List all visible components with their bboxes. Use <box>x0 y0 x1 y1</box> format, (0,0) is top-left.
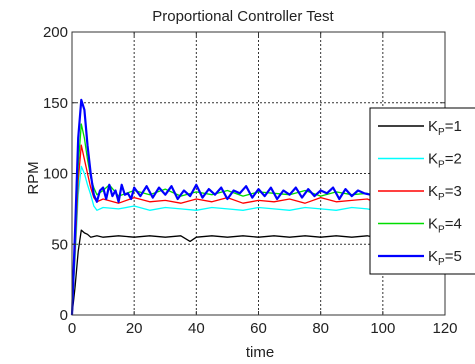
legend-label-kp2: KP=2 <box>428 151 462 171</box>
x-tick-label: 40 <box>188 320 205 337</box>
y-tick-label: 200 <box>43 24 68 41</box>
legend-label-suffix: =1 <box>445 118 462 135</box>
chart-title: Proportional Controller Test <box>152 8 334 25</box>
legend-label-kp5: KP=5 <box>428 248 462 268</box>
x-tick-label: 0 <box>68 320 76 337</box>
legend-label-sub: P <box>438 192 445 203</box>
series-layer <box>70 98 375 316</box>
legend: KP=1KP=2KP=3KP=4KP=5 <box>369 107 475 275</box>
legend-label-main: K <box>428 248 438 265</box>
y-axis-label: RPM <box>25 161 42 194</box>
legend-label-sub: P <box>438 160 445 171</box>
legend-label-main: K <box>428 151 438 168</box>
series-line-kp1 <box>71 229 374 316</box>
legend-label-main: K <box>428 118 438 135</box>
legend-label-suffix: =4 <box>445 216 462 233</box>
legend-label-main: K <box>428 183 438 200</box>
x-tick-label: 80 <box>312 320 329 337</box>
y-tick-label: 50 <box>51 236 68 253</box>
x-tick-label: 120 <box>432 320 457 337</box>
legend-label-suffix: =3 <box>445 183 462 200</box>
x-tick-label: 60 <box>250 320 267 337</box>
legend-label-suffix: =2 <box>445 151 462 168</box>
series-line-kp3 <box>71 144 374 316</box>
y-tick-label: 100 <box>43 166 68 183</box>
y-tick-label: 150 <box>43 95 68 112</box>
series-line-kp2 <box>71 165 374 316</box>
x-axis-label: time <box>246 344 274 361</box>
legend-label-sub: P <box>438 257 445 268</box>
y-tick-label: 0 <box>60 307 68 324</box>
legend-label-main: K <box>428 216 438 233</box>
legend-label-sub: P <box>438 225 445 236</box>
axis-ticks: 0 20 40 60 80 100 120 0 50 100 150 200 <box>43 24 458 337</box>
legend-label-sub: P <box>438 127 445 138</box>
legend-label-kp1: KP=1 <box>428 118 462 138</box>
legend-label-kp3: KP=3 <box>428 183 462 203</box>
x-tick-label: 20 <box>126 320 143 337</box>
legend-label-kp4: KP=4 <box>428 216 462 236</box>
x-tick-label: 100 <box>370 320 395 337</box>
legend-label-suffix: =5 <box>445 248 462 265</box>
series-line-kp5 <box>70 98 375 316</box>
